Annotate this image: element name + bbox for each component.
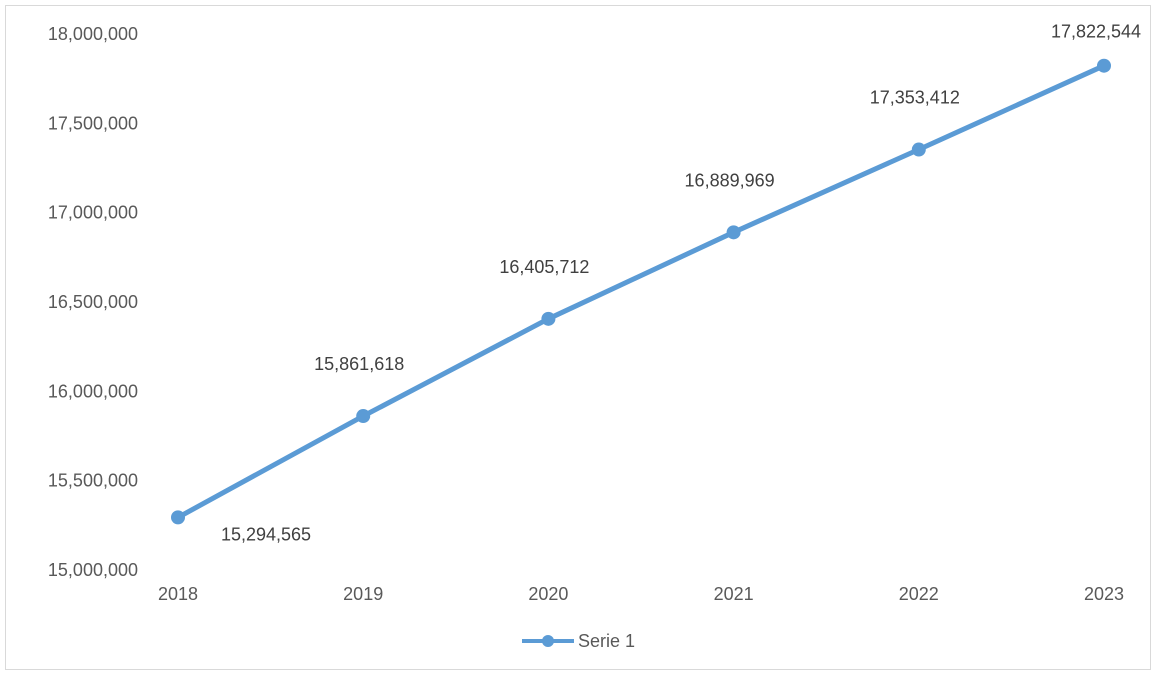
chart-border bbox=[5, 5, 1151, 670]
data-point[interactable] bbox=[541, 311, 556, 326]
data-point[interactable] bbox=[356, 409, 371, 424]
x-tick-label: 2021 bbox=[714, 584, 754, 604]
data-label: 15,294,565 bbox=[221, 524, 311, 544]
y-tick-label: 15,500,000 bbox=[48, 471, 138, 491]
data-label: 17,353,412 bbox=[870, 88, 960, 108]
data-labels: 15,294,565 15,861,618 16,405,712 16,889,969… bbox=[221, 22, 1141, 545]
x-tick-label: 2018 bbox=[158, 584, 198, 604]
y-tick-label: 18,000,000 bbox=[48, 24, 138, 44]
x-tick-label: 2019 bbox=[343, 584, 383, 604]
data-label: 16,405,712 bbox=[499, 257, 589, 277]
y-tick-label: 15,000,000 bbox=[48, 560, 138, 580]
data-label: 16,889,969 bbox=[685, 170, 775, 190]
y-tick-label: 17,000,000 bbox=[48, 203, 138, 223]
x-tick-label: 2022 bbox=[899, 584, 939, 604]
y-tick-label: 17,500,000 bbox=[48, 113, 138, 133]
data-point[interactable] bbox=[1097, 58, 1111, 73]
legend[interactable]: Serie 1 bbox=[522, 631, 635, 651]
data-point[interactable] bbox=[171, 510, 185, 525]
y-axis: 15,000,000 15,500,000 16,000,000 16,500,000… bbox=[48, 24, 138, 580]
x-axis: 2018 2019 2020 2021 2022 2023 bbox=[158, 584, 1124, 604]
data-label: 17,822,544 bbox=[1051, 22, 1141, 42]
series-line bbox=[175, 63, 1107, 520]
data-point[interactable] bbox=[726, 225, 741, 240]
data-label: 15,861,618 bbox=[314, 354, 404, 374]
x-tick-label: 2023 bbox=[1084, 584, 1124, 604]
legend-dot-marker bbox=[542, 635, 554, 647]
y-tick-label: 16,500,000 bbox=[48, 292, 138, 312]
legend-label: Serie 1 bbox=[578, 631, 635, 651]
data-point[interactable] bbox=[911, 142, 926, 157]
y-tick-label: 16,000,000 bbox=[48, 381, 138, 401]
series-layer bbox=[171, 58, 1111, 525]
x-tick-label: 2020 bbox=[528, 584, 568, 604]
